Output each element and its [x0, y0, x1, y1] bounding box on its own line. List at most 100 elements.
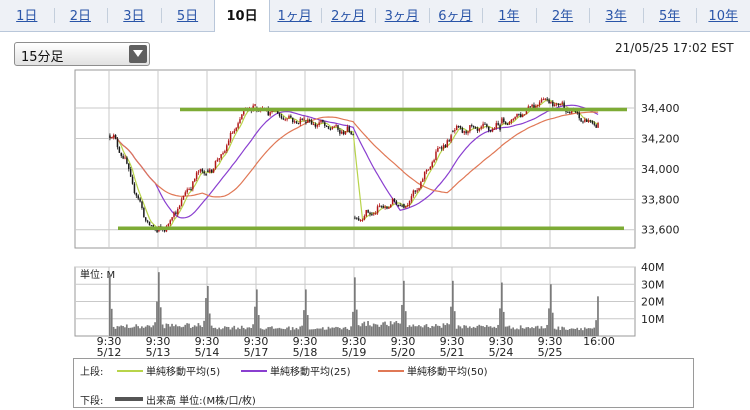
volume-bar [374, 324, 377, 336]
candle-body [175, 212, 177, 215]
candle-body [180, 199, 183, 206]
volume-bar [257, 315, 260, 336]
candle-body [203, 171, 205, 174]
tab-period[interactable]: 10日 [214, 0, 270, 32]
candle-body [282, 118, 285, 120]
volume-bar [516, 328, 518, 336]
volume-bar [399, 323, 401, 336]
tab-period[interactable]: 3年 [605, 9, 627, 24]
candle-body [144, 217, 147, 221]
volume-bar [542, 328, 545, 336]
tab-period[interactable]: 3ヶ月 [384, 9, 419, 24]
volume-bar [116, 326, 119, 336]
candle-body [131, 176, 134, 184]
volume-bar [361, 323, 364, 336]
volume-bar [350, 326, 352, 336]
candle-body [322, 120, 324, 123]
tab-period[interactable]: 5日 [176, 9, 199, 24]
volume-bar [306, 315, 309, 336]
volume-bar [242, 327, 245, 336]
candle-body [506, 124, 509, 126]
tab-period[interactable]: 2年 [551, 9, 574, 24]
candle-body [442, 145, 445, 149]
candle-body [535, 105, 537, 108]
candle-body [580, 118, 582, 122]
volume-bar [523, 328, 526, 336]
volume-bar [557, 326, 560, 336]
volume-bar [489, 326, 492, 336]
legend-sma25-swatch [241, 370, 267, 372]
volume-bar [589, 328, 592, 336]
volume-bar [504, 326, 507, 336]
volume-bar [448, 324, 450, 336]
tab-period[interactable]: 1日 [16, 9, 38, 24]
volume-bar [559, 329, 562, 336]
candle-body [401, 205, 403, 207]
candle-body [467, 131, 469, 134]
period-select[interactable]: 15分足 [14, 42, 150, 66]
volume-bar [271, 326, 273, 336]
volume-bar [278, 327, 281, 336]
candle-body [184, 192, 187, 196]
candle-body [480, 126, 482, 129]
last-updated-timestamp: 21/05/25 17:02 EST [615, 41, 734, 55]
volume-bar [141, 326, 143, 336]
volume-bar [186, 323, 188, 336]
candle-body [308, 119, 311, 121]
volume-bar [240, 325, 243, 336]
volume-bar [325, 329, 328, 336]
legend-lower-label: 下段: [80, 396, 104, 407]
candle-body [182, 195, 185, 200]
candle-body [593, 123, 596, 125]
candle-body [316, 125, 319, 127]
legend-sma50: 単純移動平均(50) [407, 367, 488, 378]
volume-bar [386, 324, 388, 336]
candle-body [193, 178, 196, 182]
volume-bar [510, 328, 513, 336]
volume-bar [352, 311, 354, 336]
tab-period[interactable]: 10年 [708, 9, 738, 24]
candle-body [552, 101, 554, 107]
volume-bar [127, 327, 130, 336]
candle-body [474, 127, 477, 129]
x-tick-time: 9:30 [440, 335, 465, 348]
volume-bar [348, 329, 351, 336]
tab-period[interactable]: 6ヶ月 [438, 9, 473, 24]
candle-body [342, 131, 345, 135]
volume-bar [570, 328, 573, 336]
volume-bar [331, 327, 334, 336]
volume-bar [254, 306, 256, 336]
volume-bar [436, 325, 439, 336]
tab-period[interactable]: 1年 [498, 9, 520, 24]
candle-body [284, 119, 286, 121]
volume-bar [525, 327, 528, 336]
candle-body [416, 190, 418, 192]
dropdown-arrow-icon[interactable] [129, 45, 147, 63]
candle-body [305, 121, 307, 123]
volume-bar [276, 328, 279, 336]
candle-body [561, 102, 564, 104]
tab-period[interactable]: 5年 [658, 9, 681, 24]
candle-body [120, 152, 123, 156]
candle-body [329, 128, 332, 130]
volume-bar [169, 326, 172, 336]
candle-body [570, 109, 573, 114]
tab-period[interactable]: 2日 [69, 9, 91, 24]
tab-period[interactable]: 3日 [123, 9, 145, 24]
volume-bar [397, 323, 400, 336]
candle-body [406, 205, 409, 207]
tab-period[interactable]: 2ヶ月 [331, 9, 366, 24]
x-tick-time: 9:30 [195, 335, 220, 348]
candle-body [457, 125, 460, 127]
volume-bar [591, 328, 594, 336]
candle-body [444, 145, 447, 148]
volume-bar [519, 325, 522, 336]
candle-body [254, 104, 256, 106]
candle-body [529, 106, 531, 108]
candle-body [146, 220, 149, 222]
volume-bar [355, 309, 358, 336]
candle-body [195, 172, 198, 179]
x-tick-date: 5/13 [146, 346, 171, 359]
tab-period[interactable]: 1ヶ月 [277, 9, 312, 24]
candle-body [461, 127, 464, 133]
